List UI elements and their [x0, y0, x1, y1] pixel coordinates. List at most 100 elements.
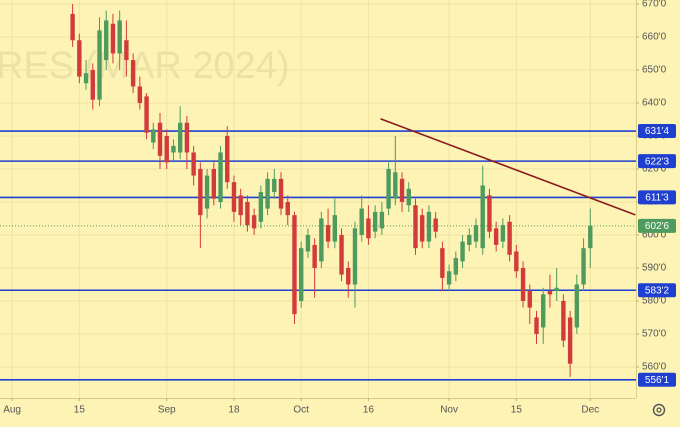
level-label: 631'4 — [645, 126, 670, 137]
candle — [225, 126, 230, 189]
candle — [453, 251, 459, 282]
candle-body — [433, 218, 438, 232]
candle-body — [339, 234, 344, 275]
candle — [70, 3, 75, 47]
candle-body — [406, 188, 411, 206]
candle-body — [446, 271, 452, 285]
candle-body — [399, 178, 405, 202]
candle-body — [272, 178, 277, 193]
candle — [117, 10, 122, 70]
candle — [312, 238, 317, 298]
candle-body — [70, 13, 75, 41]
candle — [272, 168, 277, 199]
level-label: 583'2 — [645, 285, 670, 296]
candle — [487, 188, 492, 239]
candle-body — [379, 211, 385, 229]
candle-body — [514, 251, 519, 272]
y-tick-label: 570'0 — [642, 329, 667, 340]
candle-body — [151, 129, 156, 143]
candle-body — [332, 215, 338, 242]
candle — [151, 122, 156, 150]
candle — [238, 188, 243, 226]
candle-body — [211, 168, 216, 199]
candle — [346, 261, 351, 298]
candle — [467, 228, 472, 252]
x-tick-label: Oct — [293, 405, 309, 416]
x-tick-label: 18 — [228, 405, 240, 416]
candle — [97, 17, 102, 107]
x-tick-label: 15 — [511, 405, 523, 416]
candle-body — [117, 20, 122, 54]
candle — [426, 205, 432, 249]
candle — [547, 274, 553, 308]
candle-body — [83, 73, 89, 84]
candle — [211, 162, 216, 206]
candle-body — [130, 60, 136, 87]
candle — [352, 221, 358, 308]
x-tick-label: 16 — [363, 405, 375, 416]
candle — [319, 211, 324, 268]
candle-body — [191, 152, 196, 176]
candle — [480, 165, 485, 255]
level-box — [638, 372, 676, 387]
level-label: 622'3 — [645, 156, 670, 167]
level-box — [638, 190, 676, 205]
y-tick-label: 650'0 — [642, 65, 667, 76]
candle — [339, 228, 344, 282]
candle-body — [218, 152, 223, 202]
candle — [379, 201, 385, 235]
candle-body — [426, 211, 432, 242]
candle-body — [265, 178, 270, 209]
y-tick-label: 590'0 — [642, 263, 667, 274]
candle-body — [312, 244, 317, 268]
candle — [393, 135, 398, 206]
candle-body — [104, 20, 109, 61]
candle — [191, 145, 196, 186]
level-box — [638, 124, 676, 139]
candle — [298, 241, 304, 308]
candle-body — [97, 30, 102, 100]
candle — [399, 172, 405, 212]
candle-body — [440, 248, 445, 278]
candle-body — [574, 284, 580, 328]
candle — [507, 215, 512, 262]
candle — [413, 198, 418, 255]
y-tick-label: 580'0 — [642, 296, 667, 307]
candle-body — [561, 300, 566, 341]
candle — [110, 13, 116, 64]
candle-body — [500, 225, 506, 242]
y-tick-label: 640'0 — [642, 98, 667, 109]
candle — [460, 234, 465, 268]
candle — [406, 182, 411, 212]
candle — [520, 261, 526, 308]
y-tick-label: 600'0 — [642, 230, 667, 241]
level-box — [638, 283, 676, 298]
candle-body — [541, 294, 546, 328]
candle-body — [278, 178, 284, 209]
candle-body — [137, 86, 143, 103]
candle-body — [493, 228, 499, 245]
candle — [386, 162, 391, 216]
candle — [104, 10, 109, 70]
candle-body — [507, 221, 512, 255]
candle — [198, 162, 203, 249]
candle-body — [359, 208, 364, 235]
candle — [130, 53, 136, 94]
candle — [177, 106, 183, 160]
candle-body — [177, 122, 183, 153]
candle — [420, 208, 425, 249]
candle — [493, 221, 499, 252]
candle-body — [393, 172, 398, 199]
candle-body — [547, 291, 553, 295]
candle-body — [198, 168, 203, 216]
settings-icon[interactable] — [652, 403, 666, 417]
candle-body — [473, 225, 479, 242]
candle — [588, 208, 593, 268]
candle — [83, 60, 89, 90]
candle-body — [487, 195, 492, 232]
y-tick-label: 620'0 — [642, 164, 667, 175]
candle-body — [453, 258, 459, 275]
candle — [372, 205, 378, 239]
y-tick-label: 560'0 — [642, 362, 667, 373]
